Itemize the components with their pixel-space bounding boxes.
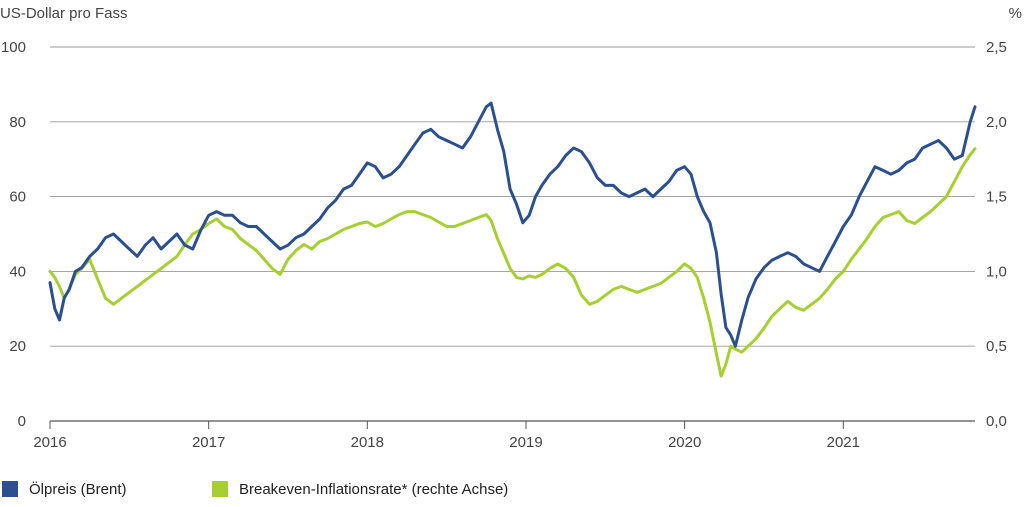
left-tick-label: 60 <box>9 189 26 206</box>
legend-label: Breakeven-Inflationsrate* (rechte Achse) <box>239 481 508 498</box>
x-tick-label: 2018 <box>351 434 384 451</box>
right-tick-label: 1,0 <box>986 263 1007 280</box>
x-tick-label: 2016 <box>33 434 66 451</box>
series-lines <box>48 101 977 378</box>
x-axis-ticks: 2016 2017 2018 2019 2020 2021 <box>33 421 860 451</box>
left-tick-label: 100 <box>1 39 26 56</box>
right-tick-label: 1,5 <box>986 189 1007 206</box>
series-line-breakeven <box>48 147 977 378</box>
legend-swatch <box>212 481 228 497</box>
left-tick-label: 80 <box>9 114 26 131</box>
legend-label: Ölpreis (Brent) <box>29 480 127 498</box>
left-axis-unit-label: US-Dollar pro Fass <box>0 5 128 22</box>
gridlines <box>50 46 975 422</box>
right-axis-unit-label: % <box>1009 5 1022 22</box>
left-tick-label: 40 <box>9 263 26 280</box>
x-tick-label: 2020 <box>668 434 701 451</box>
x-tick-label: 2017 <box>192 434 225 451</box>
series-line-brent <box>48 101 977 348</box>
left-tick-label: 20 <box>9 338 26 355</box>
left-axis-ticks: 0 20 40 60 80 100 <box>1 39 26 430</box>
legend: Ölpreis (Brent) Breakeven-Inflationsrate*… <box>2 480 508 498</box>
right-tick-label: 2,5 <box>986 39 1007 56</box>
right-tick-label: 2,0 <box>986 114 1007 131</box>
right-axis-ticks: 0,0 0,5 1,0 1,5 2,0 2,5 <box>986 39 1007 430</box>
x-tick-label: 2019 <box>509 434 542 451</box>
x-tick-label: 2021 <box>827 434 860 451</box>
legend-swatch <box>2 481 18 497</box>
right-tick-label: 0,0 <box>986 413 1007 430</box>
right-tick-label: 0,5 <box>986 338 1007 355</box>
left-tick-label: 0 <box>18 413 26 430</box>
